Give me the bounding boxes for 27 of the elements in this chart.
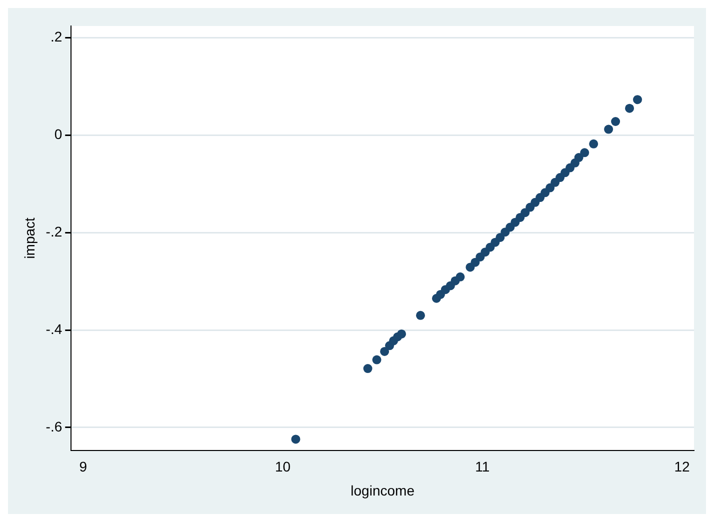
- point: [604, 124, 614, 134]
- point: [456, 272, 465, 282]
- point: [625, 104, 634, 113]
- point: [372, 355, 382, 364]
- x-tick-label: 12: [674, 458, 690, 475]
- x-tick-label: 11: [475, 458, 490, 475]
- point: [574, 153, 584, 162]
- y-axis-title: impact: [21, 217, 38, 259]
- point: [397, 329, 406, 338]
- point: [611, 117, 620, 126]
- y-tick-label: -.2: [46, 223, 62, 240]
- y-tick-label: -.4: [46, 320, 62, 337]
- point: [589, 139, 598, 148]
- x-axis-title: logincome: [350, 482, 415, 498]
- point: [291, 434, 300, 444]
- y-tick-label: -.6: [46, 418, 62, 434]
- point: [416, 310, 425, 320]
- point: [380, 346, 390, 356]
- x-tick-label: 9: [79, 458, 88, 475]
- y-tick-label: .2: [50, 28, 62, 45]
- x-tick-label: 10: [274, 458, 291, 475]
- point: [580, 148, 590, 158]
- y-tick-label: 0: [54, 126, 62, 142]
- point: [633, 95, 642, 104]
- point: [496, 232, 505, 242]
- point: [363, 364, 372, 374]
- point: [520, 208, 530, 218]
